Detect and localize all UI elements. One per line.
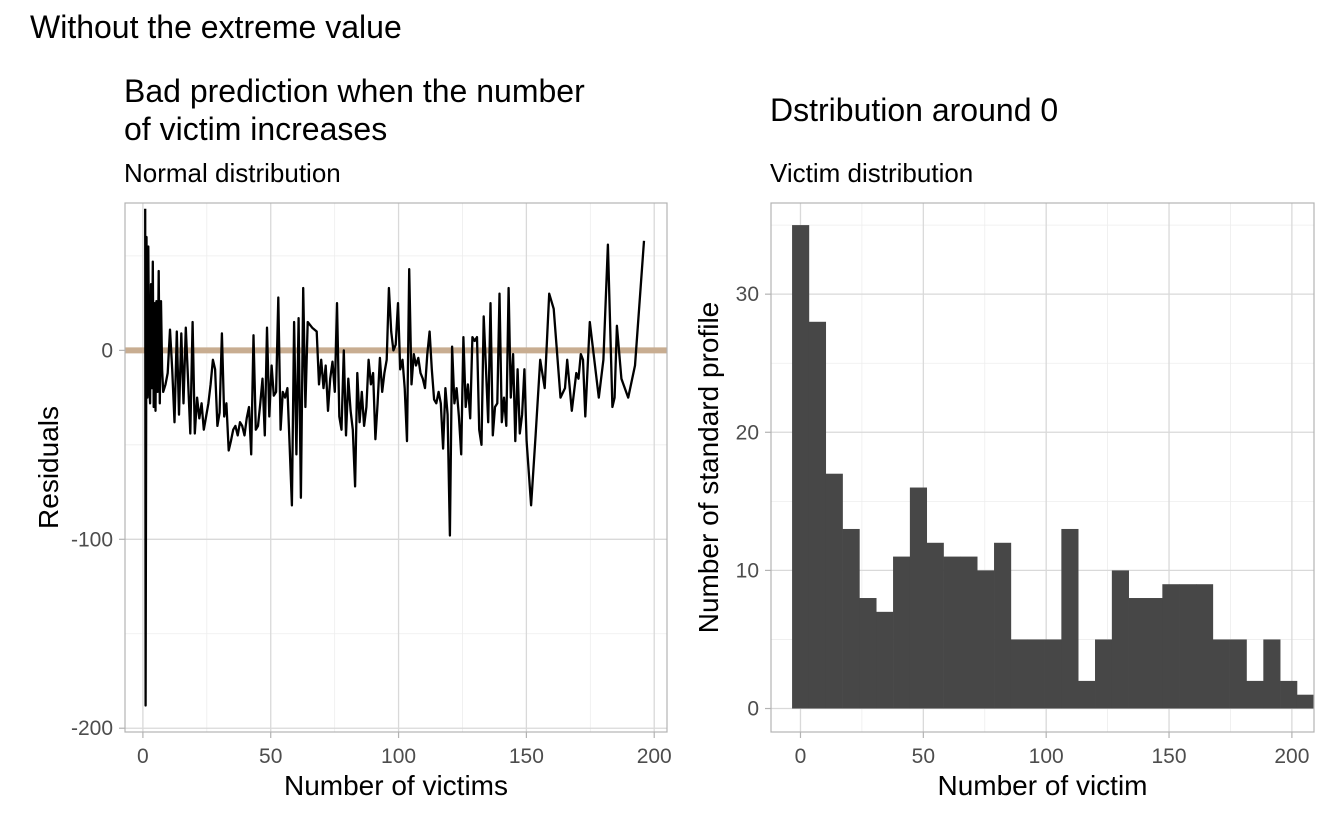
histogram-bar xyxy=(1196,584,1214,709)
residuals-chart: Bad prediction when the number of victim… xyxy=(33,73,672,801)
residuals-series-line xyxy=(144,208,646,707)
residuals-x-tick-label: 200 xyxy=(637,745,672,768)
histogram-y-tick-label: 20 xyxy=(736,421,759,444)
histogram-x-tick-label: 0 xyxy=(795,745,807,768)
residuals-chart-title-line-1: Bad prediction when the number xyxy=(124,73,585,109)
histogram-y-tick-label: 30 xyxy=(736,283,759,306)
histogram-bar xyxy=(1027,639,1045,709)
histogram-y-tick-label: 0 xyxy=(747,698,759,721)
histogram-bar xyxy=(1179,584,1197,709)
histogram-bar xyxy=(1044,639,1062,709)
figure-title: Without the extreme value xyxy=(30,9,402,45)
residuals-panel-border xyxy=(124,202,668,733)
histogram-y-axis-label: Number of standard profile xyxy=(693,302,724,634)
histogram-bar xyxy=(825,473,843,709)
residuals-minor-gridlines xyxy=(125,203,667,732)
histogram-bar xyxy=(1280,680,1298,709)
histogram-bars xyxy=(792,225,1315,709)
residuals-x-axis-label: Number of victims xyxy=(284,770,508,801)
histogram-x-tick-label: 200 xyxy=(1274,745,1309,768)
histogram-bar xyxy=(842,528,860,709)
residuals-x-tick-label: 50 xyxy=(259,745,282,768)
histogram-bar xyxy=(909,487,928,709)
histogram-bar xyxy=(1061,528,1079,709)
histogram-bar xyxy=(1212,639,1230,709)
histogram-bar xyxy=(1296,694,1315,709)
histogram-x-tick-label: 100 xyxy=(1029,745,1064,768)
histogram-bar xyxy=(1010,639,1028,709)
residuals-chart-subtitle: Normal distribution xyxy=(124,158,341,188)
residuals-y-axis-label: Residuals xyxy=(33,406,64,529)
residuals-x-tick-label: 0 xyxy=(137,745,149,768)
histogram-bar xyxy=(859,598,877,709)
histogram-bar xyxy=(926,542,944,709)
histogram-bar xyxy=(1078,680,1096,709)
victim-histogram-chart: Dstribution around 0 Victim distribution… xyxy=(693,92,1315,801)
histogram-x-tick-label: 50 xyxy=(912,745,935,768)
histogram-bar xyxy=(960,556,978,709)
histogram-bar xyxy=(808,321,827,709)
histogram-bar xyxy=(1263,639,1281,709)
histogram-y-tick-label: 10 xyxy=(736,559,759,582)
residuals-y-tick-label: -100 xyxy=(71,528,113,551)
histogram-bar xyxy=(977,570,995,709)
histogram-ticks: 0 50 100 150 200 0 10 20 30 xyxy=(736,283,1310,768)
histogram-bar xyxy=(876,611,894,709)
histogram-bar xyxy=(1095,639,1113,709)
histogram-title: Dstribution around 0 xyxy=(770,92,1058,128)
residuals-ticks: 0 50 100 150 200 -200 -100 0 xyxy=(71,339,672,768)
residuals-x-tick-label: 100 xyxy=(381,745,416,768)
histogram-bar xyxy=(1145,598,1163,709)
residuals-x-tick-label: 150 xyxy=(509,745,544,768)
histogram-bar xyxy=(1128,598,1146,709)
residuals-y-tick-label: 0 xyxy=(101,339,113,362)
histogram-bar xyxy=(943,556,961,709)
residuals-chart-title-line-2: of victim increases xyxy=(124,111,387,147)
histogram-bar xyxy=(1111,570,1129,709)
histogram-panel-border xyxy=(770,202,1315,733)
histogram-bar xyxy=(1246,680,1264,709)
histogram-bar xyxy=(1229,639,1247,709)
histogram-subtitle: Victim distribution xyxy=(770,158,973,188)
histogram-bar xyxy=(994,542,1012,709)
residuals-y-tick-label: -200 xyxy=(71,717,113,740)
histogram-x-tick-label: 150 xyxy=(1152,745,1187,768)
histogram-bar xyxy=(1162,584,1180,709)
histogram-bar xyxy=(893,556,911,709)
histogram-bar xyxy=(792,225,810,709)
histogram-x-axis-label: Number of victim xyxy=(937,770,1147,801)
